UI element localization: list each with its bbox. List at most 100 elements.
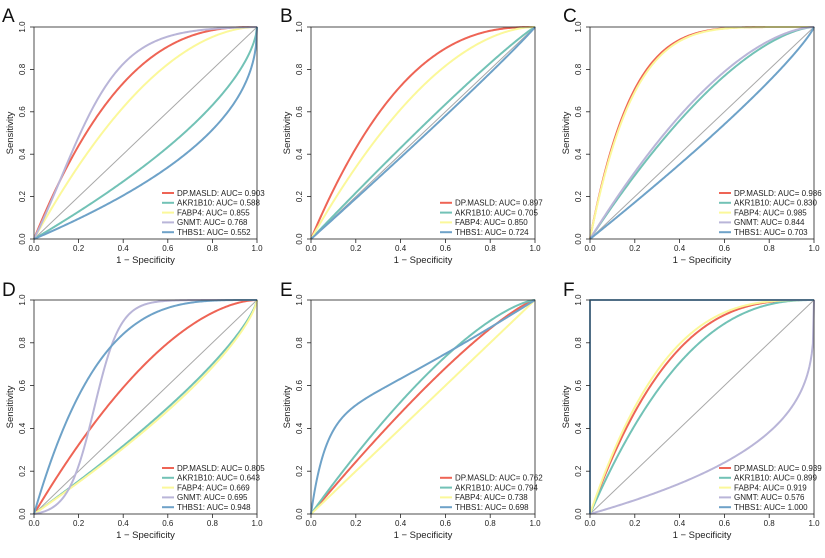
x-tick-label: 0.0 xyxy=(584,244,596,253)
y-tick-label: 0.4 xyxy=(295,422,304,434)
legend-entry: AKR1B10: AUC= 0.705 xyxy=(455,208,538,217)
legend-entry: FABP4: AUC= 0.850 xyxy=(455,218,528,227)
reference-diagonal xyxy=(589,26,815,240)
panel-label-D: D xyxy=(2,280,16,301)
y-tick-label: 0.2 xyxy=(295,465,304,477)
roc-curve-fabp4 xyxy=(33,299,258,515)
x-tick-label: 0.0 xyxy=(584,519,596,528)
roc-curve-thbs1 xyxy=(310,299,536,515)
y-axis-label: Sensitivity xyxy=(282,385,293,428)
legend-entry: DP.MASLD: AUC= 0.897 xyxy=(455,199,543,208)
y-tick-label: 0.4 xyxy=(295,148,304,160)
x-axis-label: 1 − Specificity xyxy=(394,255,453,266)
panel-B: B 0.0 0.2 0.4 0.6 0.8 1.0 1 − Specificity 0.0 0.2… xyxy=(280,6,543,266)
legend-entry: DP.MASLD: AUC= 0.939 xyxy=(734,464,822,473)
x-tick-label: 1.0 xyxy=(529,244,541,253)
y-tick-label: 0.0 xyxy=(574,508,583,520)
legend-entry: FABP4: AUC= 0.985 xyxy=(734,208,807,217)
y-axis-label: Sensitivity xyxy=(561,385,572,428)
x-tick-label: 0.6 xyxy=(719,519,731,528)
y-tick-label: 0.6 xyxy=(295,379,304,391)
panel-F: F 0.0 0.2 0.4 0.6 0.8 1.0 1 − Specificity 0.0 0.2… xyxy=(561,280,822,541)
x-tick-label: 0.2 xyxy=(73,244,85,253)
plot-frame xyxy=(33,26,258,240)
y-tick-label: 0.8 xyxy=(295,337,304,349)
legend-entry: AKR1B10: AUC= 0.588 xyxy=(177,199,260,208)
roc-curve-dp-masld xyxy=(310,26,535,240)
y-tick-label: 0.4 xyxy=(18,422,27,434)
legend-entry: THBS1: AUC= 0.703 xyxy=(734,228,808,237)
x-tick-label: 1.0 xyxy=(808,519,820,528)
reference-diagonal xyxy=(310,26,536,240)
legend-entry: GNMT: AUC= 0.576 xyxy=(734,493,805,502)
x-tick-label: 0.8 xyxy=(485,244,497,253)
roc-curve-thbs1 xyxy=(589,26,815,240)
legend-entry: THBS1: AUC= 0.724 xyxy=(455,228,529,237)
x-tick-label: 0.2 xyxy=(350,244,362,253)
legend-entry: AKR1B10: AUC= 0.899 xyxy=(734,474,817,483)
x-tick-label: 1.0 xyxy=(808,244,820,253)
reference-diagonal xyxy=(33,26,258,240)
roc-curve-akr1b10 xyxy=(310,299,536,515)
legend-entry: GNMT: AUC= 0.768 xyxy=(177,218,248,227)
x-tick-label: 0.6 xyxy=(162,519,174,528)
roc-curve-thbs1 xyxy=(33,26,258,240)
y-tick-label: 0.6 xyxy=(18,106,27,118)
panel-label-A: A xyxy=(2,6,15,27)
x-axis-label: 1 − Specificity xyxy=(673,530,732,541)
y-axis-label: Sensitivity xyxy=(5,111,16,154)
y-tick-label: 0.6 xyxy=(574,379,583,391)
plot-frame xyxy=(310,26,536,240)
x-tick-label: 0.4 xyxy=(395,519,407,528)
x-axis-label: 1 − Specificity xyxy=(394,530,453,541)
y-tick-label: 0.2 xyxy=(574,190,583,202)
y-tick-label: 0.0 xyxy=(295,508,304,520)
roc-curve-fabp4 xyxy=(310,299,536,515)
x-tick-label: 0.2 xyxy=(350,519,362,528)
roc-curve-fabp4 xyxy=(310,26,536,240)
legend-entry: FABP4: AUC= 0.738 xyxy=(455,493,528,502)
y-tick-label: 0.8 xyxy=(295,63,304,75)
roc-curve-gnmt xyxy=(589,299,815,515)
x-tick-label: 0.6 xyxy=(440,244,452,253)
y-tick-label: 1.0 xyxy=(295,294,304,306)
y-tick-label: 0.8 xyxy=(18,63,27,75)
panel-label-C: C xyxy=(563,6,577,27)
x-tick-label: 0.2 xyxy=(629,519,641,528)
x-tick-label: 0.8 xyxy=(207,519,219,528)
x-tick-label: 0.8 xyxy=(764,519,776,528)
y-tick-label: 0.6 xyxy=(574,106,583,118)
x-tick-label: 1.0 xyxy=(529,519,541,528)
x-tick-label: 0.0 xyxy=(28,519,40,528)
roc-curve-akr1b10 xyxy=(589,26,815,240)
x-tick-label: 1.0 xyxy=(251,519,263,528)
x-axis-label: 1 − Specificity xyxy=(673,255,732,266)
y-tick-label: 0.2 xyxy=(574,465,583,477)
x-tick-label: 0.4 xyxy=(118,519,130,528)
x-tick-label: 0.4 xyxy=(674,244,686,253)
y-tick-label: 1.0 xyxy=(574,294,583,306)
y-tick-label: 1.0 xyxy=(574,21,583,33)
x-tick-label: 0.6 xyxy=(162,244,174,253)
x-tick-label: 0.0 xyxy=(305,244,317,253)
legend-entry: THBS1: AUC= 0.698 xyxy=(455,503,529,512)
roc-curve-gnmt xyxy=(589,26,815,240)
legend-entry: FABP4: AUC= 0.855 xyxy=(177,208,250,217)
panel-label-F: F xyxy=(563,280,575,301)
legend-entry: GNMT: AUC= 0.695 xyxy=(177,493,248,502)
legend-entry: DP.MASLD: AUC= 0.762 xyxy=(455,474,543,483)
x-tick-label: 0.8 xyxy=(485,519,497,528)
x-tick-label: 0.2 xyxy=(629,244,641,253)
legend-entry: THBS1: AUC= 0.552 xyxy=(177,228,251,237)
roc-curve-fabp4 xyxy=(33,26,258,240)
legend-entry: DP.MASLD: AUC= 0.805 xyxy=(177,464,265,473)
legend-entry: GNMT: AUC= 0.844 xyxy=(734,218,805,227)
roc-curve-gnmt xyxy=(33,26,258,240)
legend-entry: FABP4: AUC= 0.919 xyxy=(734,483,807,492)
y-axis-label: Sensitivity xyxy=(561,111,572,154)
y-tick-label: 0.8 xyxy=(574,63,583,75)
